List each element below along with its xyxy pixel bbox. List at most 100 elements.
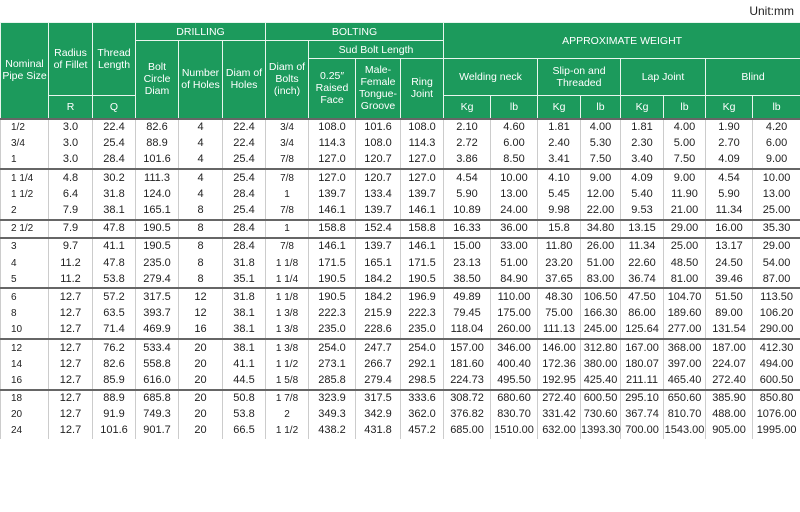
table-cell: 279.4 xyxy=(355,372,402,390)
table-cell: 3/4 xyxy=(0,135,49,152)
table-cell: 37.65 xyxy=(537,271,582,289)
table-cell: 438.2 xyxy=(308,422,357,440)
table-cell: 4.20 xyxy=(752,118,800,136)
table-cell: 1 1/2 xyxy=(0,186,49,203)
table-cell: 22.60 xyxy=(620,255,665,272)
header-cell: R xyxy=(48,95,93,119)
table-cell: 38.1 xyxy=(221,305,267,322)
row-group: 6 12.7 57.2 317.5 12 31.8 1 1/8 190.5 184.2 196.9… xyxy=(0,288,800,339)
table-cell: 108.0 xyxy=(355,135,402,152)
table-row: 2 1/2 7.9 47.8 190.5 8 28.4 1 158.8 152.4 158.8 16… xyxy=(0,219,800,238)
table-cell: 9.53 xyxy=(620,202,665,220)
table-cell: 28.4 xyxy=(221,219,267,238)
table-cell: 10.00 xyxy=(490,169,539,187)
table-cell: 2.40 xyxy=(537,135,582,152)
row-group: 1/2 3.0 22.4 82.6 4 22.4 3/4 108.0 101.6 108.0 2.1… xyxy=(0,118,800,170)
table-cell: 120.7 xyxy=(355,151,402,170)
table-cell: 8 xyxy=(0,305,49,322)
table-cell: 266.7 xyxy=(355,356,402,373)
table-cell: 47.8 xyxy=(92,219,136,238)
table-cell: 12.7 xyxy=(48,305,93,322)
table-cell: 104.70 xyxy=(663,288,707,306)
header-cell: APPROXIMATE WEIGHT xyxy=(443,22,800,59)
table-cell: 465.40 xyxy=(663,372,707,390)
table-cell: 87.00 xyxy=(752,271,800,289)
table-cell: 167.00 xyxy=(620,338,665,357)
table-cell: 171.5 xyxy=(400,255,445,272)
table-row: 6 12.7 57.2 317.5 12 31.8 1 1/8 190.5 184.2 196.9… xyxy=(0,288,800,306)
table-cell: 380.00 xyxy=(580,356,622,373)
table-row: 24 12.7 101.6 901.7 20 66.5 1 1/2 438.2 431.8 457… xyxy=(0,422,800,440)
table-cell: 254.0 xyxy=(308,338,357,357)
table-cell: 88.9 xyxy=(92,389,136,407)
table-row: 1 3.0 28.4 101.6 4 25.4 7/8 127.0 120.7 127.0 3.86… xyxy=(0,151,800,170)
table-cell: 12.7 xyxy=(48,406,93,423)
header-cell: Radius of Fillet xyxy=(48,22,93,96)
table-cell: 35.1 xyxy=(221,271,267,289)
table-cell: 333.6 xyxy=(400,389,445,407)
table-row: 8 12.7 63.5 393.7 12 38.1 1 3/8 222.3 215.9 222.3… xyxy=(0,305,800,322)
table-cell: 34.80 xyxy=(580,219,622,238)
table-cell: 16 xyxy=(0,372,49,390)
table-cell: 20 xyxy=(178,406,223,423)
table-cell: 5 xyxy=(0,271,49,289)
table-cell: 850.80 xyxy=(752,389,800,407)
table-cell: 9.98 xyxy=(537,202,582,220)
table-cell: 4.10 xyxy=(537,169,582,187)
table-cell: 6.00 xyxy=(490,135,539,152)
table-cell: 11.34 xyxy=(705,202,754,220)
table-cell: 1393.30 xyxy=(580,422,622,440)
table-cell: 51.00 xyxy=(490,255,539,272)
table-cell: 111.13 xyxy=(537,321,582,339)
table-cell: 11.34 xyxy=(620,237,665,255)
table-cell: 632.00 xyxy=(537,422,582,440)
table-cell: 3/4 xyxy=(265,135,310,152)
table-cell: 165.1 xyxy=(355,255,402,272)
table-cell: 28.4 xyxy=(221,186,267,203)
table-cell: 247.7 xyxy=(355,338,402,357)
table-cell: 292.1 xyxy=(400,356,445,373)
table-cell: 21.00 xyxy=(663,202,707,220)
table-cell: 106.20 xyxy=(752,305,800,322)
table-cell: 51.00 xyxy=(580,255,622,272)
table-cell: 75.00 xyxy=(537,305,582,322)
table-cell: 2 1/2 xyxy=(0,219,49,238)
table-cell: 5.40 xyxy=(620,186,665,203)
table-cell: 650.60 xyxy=(663,389,707,407)
table-cell: 397.00 xyxy=(663,356,707,373)
header-cell: Thread Length xyxy=(92,22,136,96)
table-cell: 16.00 xyxy=(705,219,754,238)
table-cell: 41.1 xyxy=(221,356,267,373)
table-cell: 158.8 xyxy=(400,219,445,238)
table-cell: 190.5 xyxy=(135,219,179,238)
table-cell: 4.00 xyxy=(580,118,622,136)
table-cell: 431.8 xyxy=(355,422,402,440)
table-cell: 272.40 xyxy=(537,389,582,407)
table-cell: 412.30 xyxy=(752,338,800,357)
table-cell: 1.90 xyxy=(705,118,754,136)
table-row: 16 12.7 85.9 616.0 20 44.5 1 5/8 285.8 279.4 298.… xyxy=(0,372,800,390)
table-cell: 5.00 xyxy=(663,135,707,152)
table-cell: 558.8 xyxy=(135,356,179,373)
header-cell: Diam of Holes xyxy=(221,40,267,119)
table-cell: 367.74 xyxy=(620,406,665,423)
table-cell: 4.09 xyxy=(705,151,754,170)
table-cell: 4.54 xyxy=(443,169,492,187)
table-cell: 1 1/8 xyxy=(265,255,310,272)
table-cell: 228.6 xyxy=(355,321,402,339)
table-cell: 108.0 xyxy=(400,118,445,136)
table-cell: 749.3 xyxy=(135,406,179,423)
table-cell: 905.00 xyxy=(705,422,754,440)
table-cell: 235.0 xyxy=(400,321,445,339)
table-cell: 5.45 xyxy=(537,186,582,203)
table-cell: 376.82 xyxy=(443,406,492,423)
table-cell: 114.3 xyxy=(308,135,357,152)
table-cell: 235.0 xyxy=(135,255,179,272)
table-cell: 331.42 xyxy=(537,406,582,423)
table-cell: 139.7 xyxy=(355,202,402,220)
header-cell: lb xyxy=(663,95,707,119)
table-cell: 31.8 xyxy=(221,288,267,306)
header-cell: Welding neck xyxy=(443,58,539,96)
table-cell: 82.6 xyxy=(92,356,136,373)
table-cell: 7/8 xyxy=(265,202,310,220)
